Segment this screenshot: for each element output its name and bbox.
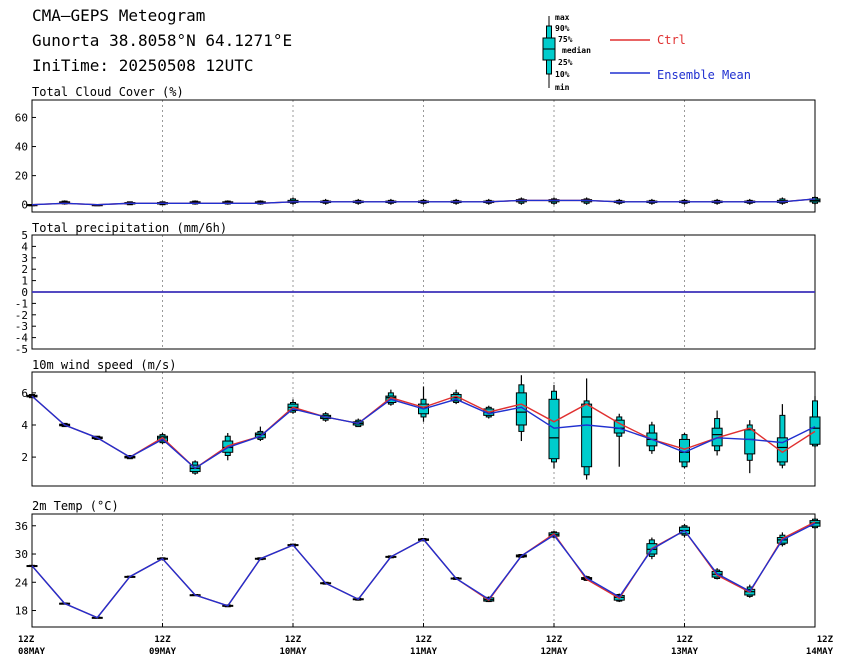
legend-label-10: 10%: [555, 70, 570, 79]
x-tick-hour: 12Z: [415, 635, 432, 645]
panel-frame: [31, 99, 816, 213]
y-tick-label: 40: [15, 141, 28, 154]
y-tick-label: -4: [15, 332, 29, 345]
y-tick-label: 36: [15, 520, 28, 533]
x-tick-day: 10MAY: [279, 647, 307, 657]
y-tick-label: -1: [15, 297, 28, 310]
y-tick-label: 0: [21, 199, 28, 212]
legend-mean-label: Ensemble Mean: [657, 68, 751, 82]
box-plot: [189, 200, 201, 205]
box-plot: [809, 196, 821, 205]
box-plot: [744, 420, 756, 474]
x-tick-day: 08MAY: [18, 647, 46, 657]
panel-temp: 2m Temp (°C) 18 24 30 36: [15, 499, 821, 628]
y-tick-label: 4: [21, 240, 28, 253]
x-tick-day: 13MAY: [671, 647, 699, 657]
y-tick-label: 24: [15, 576, 29, 589]
y-tick-label: 0: [21, 286, 28, 299]
y-tick-label: 2: [21, 263, 28, 276]
y-tick-label: 18: [15, 605, 28, 618]
y-tick-label: 2: [21, 451, 28, 464]
box-inner: [809, 416, 821, 445]
y-tick-label: 1: [21, 275, 28, 288]
y-tick-label: 4: [21, 419, 28, 432]
x-tick-hour: 12Z: [817, 635, 834, 645]
x-tick-day: 14MAY: [806, 647, 834, 657]
mean-line-temp: [31, 522, 816, 619]
box-plot: [287, 197, 299, 205]
panel-wind: 10m wind speed (m/s) 2 4 6: [21, 358, 821, 487]
y-tick-label: -5: [15, 343, 28, 356]
panel-title-cloud: Total Cloud Cover (%): [32, 85, 184, 99]
legend: max 90% 75% median 25% 10% min Ctrl Ense…: [542, 13, 751, 92]
x-tick-day: 12MAY: [540, 647, 568, 657]
y-tick-label: 30: [15, 548, 28, 561]
legend-label-90: 90%: [555, 24, 570, 33]
x-tick-day: 09MAY: [149, 647, 177, 657]
box-plot: [581, 378, 593, 480]
box-plot: [809, 396, 821, 448]
box-inner: [744, 429, 756, 455]
box-plot: [776, 404, 788, 469]
init-time-label: IniTime: 20250508 12UTC: [32, 56, 254, 75]
legend-ctrl-label: Ctrl: [657, 33, 686, 47]
box-inner: [581, 403, 593, 468]
y-tick-label: 6: [21, 387, 28, 400]
legend-box-outer-lower: [546, 59, 552, 75]
mean-line-cloud: [31, 198, 816, 206]
x-tick-day: 11MAY: [410, 647, 438, 657]
x-tick-hour: 12Z: [676, 635, 693, 645]
box-plot: [548, 384, 560, 469]
legend-label-median: median: [562, 45, 591, 55]
location-label: Gunorta 38.8058°N 64.1271°E: [32, 31, 293, 50]
box-plot: [222, 200, 234, 205]
box-plot: [711, 410, 723, 456]
y-tick-label: 3: [21, 252, 28, 265]
legend-box-outer-upper: [546, 25, 552, 39]
panel-title-temp: 2m Temp (°C): [32, 499, 119, 513]
panel-title-wind: 10m wind speed (m/s): [32, 358, 177, 372]
legend-label-75: 75%: [558, 35, 573, 44]
x-tick-hour: 12Z: [546, 635, 563, 645]
box-inner: [548, 398, 560, 460]
ctrl-line-wind: [31, 395, 816, 470]
y-tick-label: 20: [15, 170, 28, 183]
y-tick-label: -3: [15, 320, 28, 333]
chart-title: CMA—GEPS Meteogram: [32, 6, 206, 25]
legend-label-25: 25%: [558, 58, 573, 67]
panel-precip: Total precipitation (mm/6h) -5-4-3-2-1012…: [15, 221, 816, 356]
x-tick-hour: 12Z: [18, 635, 35, 645]
y-tick-label: -2: [15, 309, 28, 322]
y-tick-label: 5: [21, 229, 28, 242]
box-plot: [26, 393, 38, 399]
x-tick-hour: 12Z: [154, 635, 171, 645]
legend-label-min: min: [555, 82, 570, 92]
mean-line-wind: [31, 395, 816, 470]
x-tick-hour: 12Z: [285, 635, 302, 645]
legend-label-max: max: [555, 13, 570, 22]
panel-title-precip: Total precipitation (mm/6h): [32, 221, 227, 235]
box-plot: [418, 386, 429, 422]
y-tick-label: 60: [15, 111, 28, 124]
panel-cloud: Total Cloud Cover (%) 0 20 40 60: [15, 85, 821, 213]
